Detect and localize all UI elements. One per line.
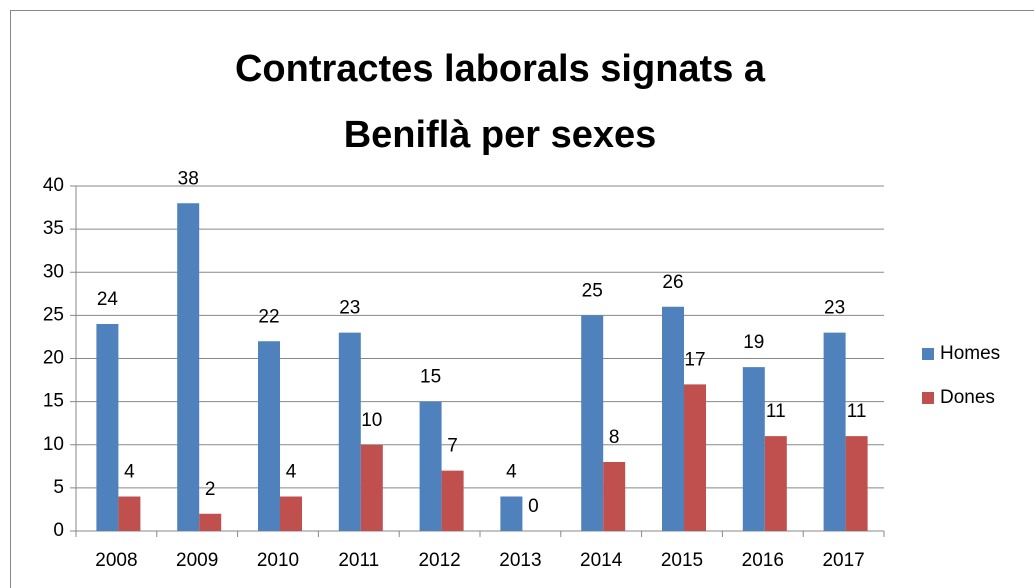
data-label: 15 bbox=[420, 367, 441, 388]
data-label: 10 bbox=[361, 410, 382, 431]
y-tick-label: 20 bbox=[43, 348, 64, 369]
x-tick-label: 2011 bbox=[338, 550, 379, 571]
bar bbox=[684, 384, 706, 531]
bar bbox=[199, 513, 222, 531]
y-tick-label: 5 bbox=[53, 477, 64, 498]
data-label: 7 bbox=[447, 436, 458, 457]
data-label: 25 bbox=[582, 280, 603, 301]
data-label: 2 bbox=[205, 479, 216, 500]
data-label: 23 bbox=[824, 298, 845, 319]
bar bbox=[280, 496, 302, 531]
data-label: 17 bbox=[684, 349, 705, 370]
x-tick-label: 2008 bbox=[95, 550, 137, 571]
bar bbox=[845, 436, 868, 531]
bar bbox=[764, 436, 787, 531]
y-tick-label: 35 bbox=[43, 218, 64, 239]
y-tick-label: 40 bbox=[43, 175, 64, 196]
data-label: 4 bbox=[286, 462, 297, 483]
legend-label: Homes bbox=[940, 343, 1000, 364]
data-label: 0 bbox=[528, 496, 539, 517]
data-label: 23 bbox=[339, 298, 360, 319]
data-label: 11 bbox=[766, 401, 786, 422]
data-label: 24 bbox=[97, 289, 119, 310]
chart-border bbox=[10, 10, 1034, 588]
data-label: 8 bbox=[609, 427, 620, 448]
bar bbox=[500, 496, 523, 531]
legend-label: Dones bbox=[940, 387, 995, 408]
bar bbox=[419, 401, 442, 531]
bar bbox=[177, 203, 200, 531]
x-tick-label: 2016 bbox=[742, 550, 784, 571]
bar bbox=[742, 367, 765, 531]
bar bbox=[823, 332, 846, 531]
data-label: 38 bbox=[178, 168, 199, 189]
x-tick-label: 2017 bbox=[822, 550, 864, 571]
data-label: 26 bbox=[662, 272, 683, 293]
y-tick-label: 15 bbox=[43, 391, 64, 412]
bar bbox=[603, 462, 626, 531]
bar bbox=[118, 496, 141, 531]
data-label: 4 bbox=[124, 462, 135, 483]
bar bbox=[441, 470, 464, 531]
x-tick-label: 2014 bbox=[580, 550, 623, 571]
bar bbox=[258, 341, 280, 531]
x-tick-label: 2013 bbox=[499, 550, 541, 571]
bar bbox=[360, 444, 383, 531]
data-label: 22 bbox=[258, 306, 279, 327]
x-tick-label: 2012 bbox=[418, 550, 460, 571]
y-tick-label: 10 bbox=[43, 434, 64, 455]
y-tick-label: 0 bbox=[53, 520, 64, 541]
bar bbox=[662, 306, 684, 531]
chart-title: Contractes laborals signats a Beniflà pe… bbox=[234, 48, 766, 156]
y-tick-label: 25 bbox=[43, 304, 64, 325]
data-label: 19 bbox=[743, 332, 764, 353]
bar bbox=[96, 324, 119, 531]
data-label: 11 bbox=[847, 401, 867, 422]
legend-swatch bbox=[922, 392, 934, 404]
bar bbox=[581, 315, 604, 531]
x-tick-label: 2015 bbox=[661, 550, 703, 571]
y-tick-label: 30 bbox=[43, 261, 64, 282]
data-label: 4 bbox=[506, 462, 517, 483]
legend-swatch bbox=[922, 348, 934, 360]
x-tick-label: 2010 bbox=[257, 550, 299, 571]
bar bbox=[338, 332, 361, 531]
x-tick-label: 2009 bbox=[176, 550, 218, 571]
